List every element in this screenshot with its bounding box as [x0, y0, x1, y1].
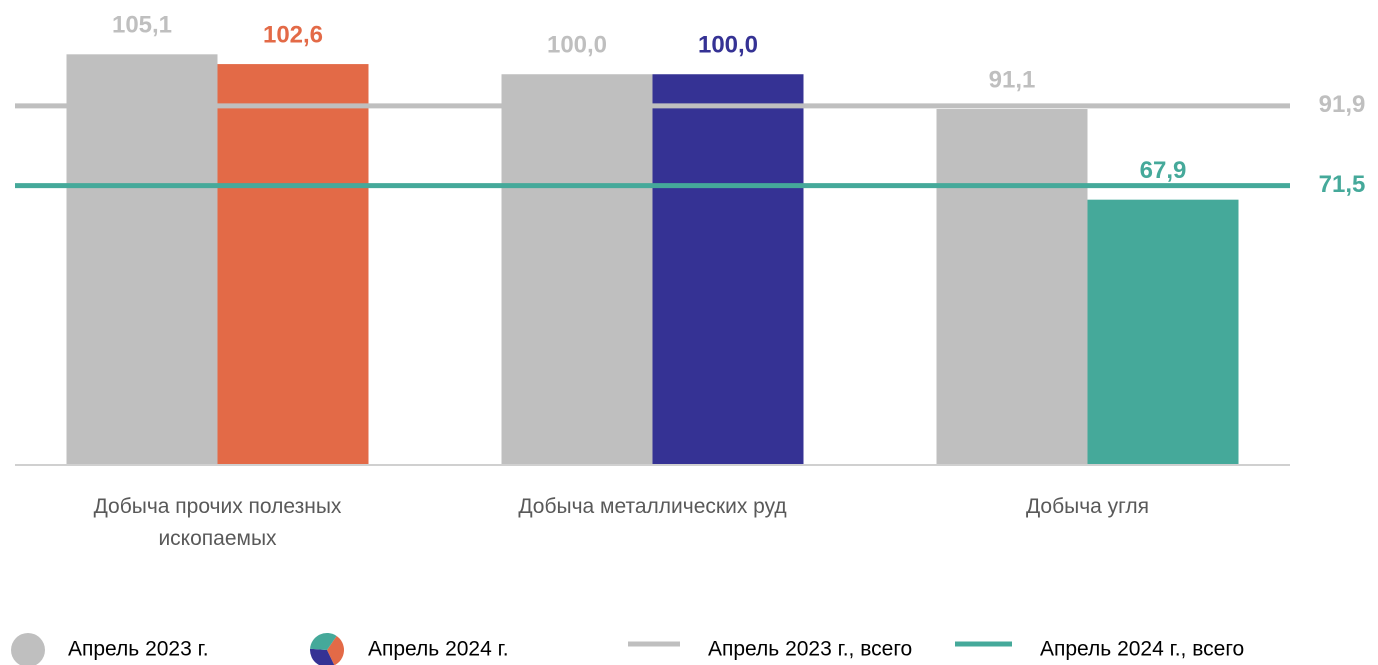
reference-label: 71,5: [1319, 171, 1366, 198]
value-label: 100,0: [547, 32, 607, 59]
value-label: 105,1: [112, 12, 172, 39]
bar: [936, 109, 1088, 466]
legend-label: Апрель 2024 г., всего: [1040, 638, 1244, 661]
legend-label: Апрель 2023 г.: [68, 638, 209, 661]
legend-marker: [310, 632, 337, 650]
bar: [217, 64, 369, 465]
legend-label: Апрель 2023 г., всего: [708, 638, 912, 661]
bar: [66, 54, 218, 465]
category-label: Добыча металлических руд: [518, 495, 787, 518]
reference-label: 91,9: [1319, 91, 1366, 118]
legend-marker: [310, 648, 335, 665]
value-label: 67,9: [1140, 157, 1187, 184]
value-label: 100,0: [698, 32, 758, 59]
legend-marker: [11, 633, 45, 665]
category-label: Добыча прочих полезных ископаемых: [93, 495, 342, 550]
category-label: Добыча угля: [1025, 495, 1150, 518]
bar: [652, 74, 804, 465]
value-label: 91,1: [989, 66, 1036, 93]
legend-label: Апрель 2024 г.: [368, 638, 509, 661]
value-label: 102,6: [263, 21, 323, 48]
bar: [501, 74, 653, 465]
bar: [1087, 199, 1239, 466]
legend-marker: [327, 635, 344, 665]
